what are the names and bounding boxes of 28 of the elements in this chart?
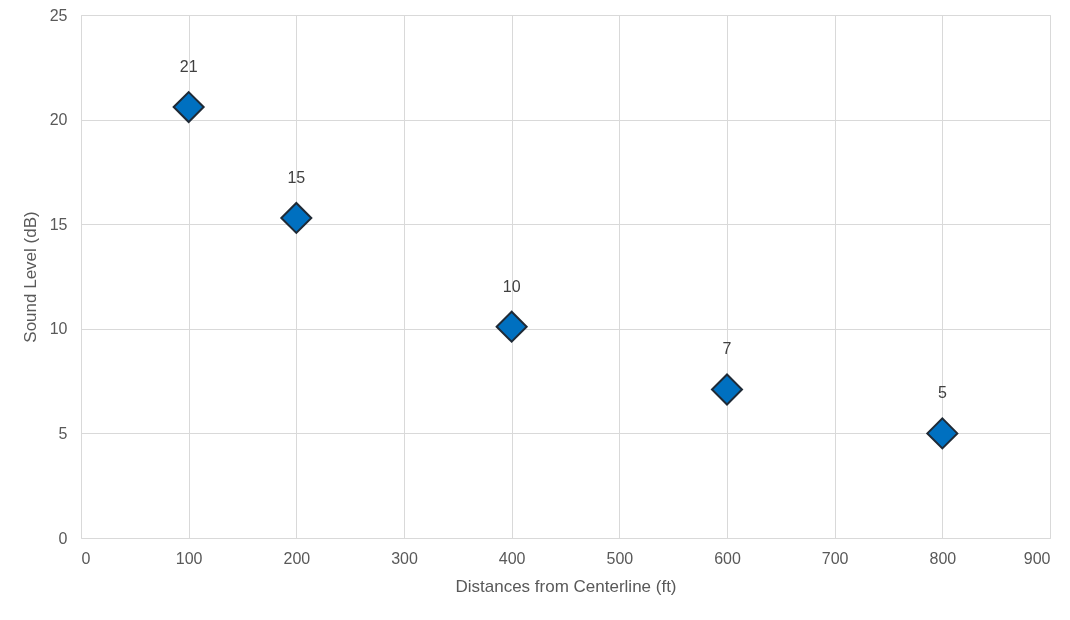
data-label: 15 <box>287 168 306 186</box>
y-tick-label: 0 <box>58 529 68 547</box>
y-tick-label: 10 <box>49 320 68 338</box>
x-tick-label: 700 <box>821 549 849 567</box>
x-tick-label: 500 <box>606 549 634 567</box>
data-label: 21 <box>179 58 198 76</box>
y-tick-label: 25 <box>49 6 68 24</box>
point <box>280 201 313 234</box>
x-tick-label: 900 <box>1023 549 1051 567</box>
y-tick-label: 5 <box>58 424 68 442</box>
x-tick-label: 800 <box>929 549 957 567</box>
x-axis-title: Distances from Centerline (ft) <box>455 576 677 596</box>
point <box>172 91 205 124</box>
point <box>711 373 743 406</box>
x-tick-label: 100 <box>175 549 203 567</box>
x-tick-label: 600 <box>714 549 741 567</box>
y-tick-label: 20 <box>49 111 68 129</box>
data-label: 7 <box>722 340 732 358</box>
y-axis-title: Sound Level (dB) <box>20 211 40 343</box>
x-tick-label: 200 <box>283 549 311 567</box>
point <box>495 310 528 343</box>
point <box>926 417 959 450</box>
x-tick-label: 0 <box>81 549 91 567</box>
y-tick-label: 15 <box>49 215 68 233</box>
data-label: 5 <box>937 384 947 402</box>
data-label: 10 <box>502 277 521 295</box>
x-tick-label: 300 <box>391 549 418 567</box>
x-tick-label: 400 <box>498 549 526 567</box>
